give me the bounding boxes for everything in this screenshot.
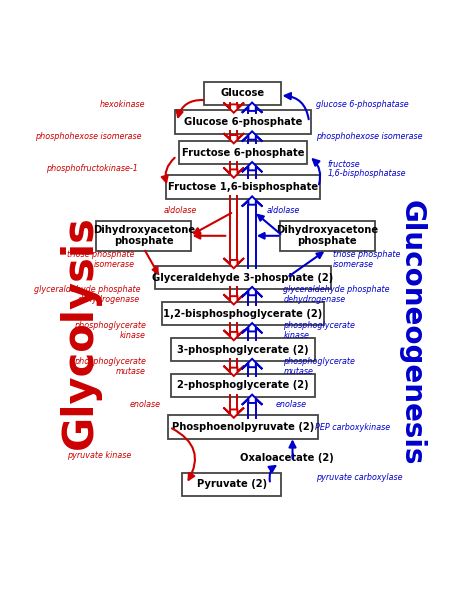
Text: enolase: enolase [276,400,307,409]
FancyBboxPatch shape [280,221,375,251]
Text: aldolase: aldolase [164,206,197,215]
Text: Pyruvate (2): Pyruvate (2) [197,479,267,489]
Text: Oxaloacetate (2): Oxaloacetate (2) [240,453,334,463]
Text: 3-phosphoglycerate (2): 3-phosphoglycerate (2) [177,344,309,355]
Polygon shape [242,323,263,333]
FancyBboxPatch shape [162,302,324,326]
Polygon shape [242,162,263,172]
FancyBboxPatch shape [171,374,315,397]
Text: Dihydroxyacetone
phosphate: Dihydroxyacetone phosphate [93,225,195,247]
FancyArrowPatch shape [289,253,322,276]
Text: triose phosphate
isomerase: triose phosphate isomerase [333,250,401,269]
Text: pyruvate carboxylase: pyruvate carboxylase [316,473,403,482]
Text: Fructose 1,6-bisphosphate: Fructose 1,6-bisphosphate [168,182,318,192]
FancyArrowPatch shape [195,233,226,239]
Text: Dihydroxyacetone
phosphate: Dihydroxyacetone phosphate [276,225,378,247]
FancyBboxPatch shape [182,473,282,496]
Polygon shape [242,287,263,297]
Text: Phosphoenolpyruvate (2): Phosphoenolpyruvate (2) [172,422,314,432]
Polygon shape [242,394,263,405]
Text: phosphofructokinase-1: phosphofructokinase-1 [46,165,138,174]
FancyArrowPatch shape [177,100,203,117]
Text: fructose
1,6-bisphosphatase: fructose 1,6-bisphosphatase [328,160,406,178]
FancyBboxPatch shape [175,110,311,134]
Text: PEP carboxykinase: PEP carboxykinase [315,423,390,432]
Text: 1,2-bisphosphoglycerate (2): 1,2-bisphosphoglycerate (2) [164,309,322,319]
Polygon shape [242,197,263,207]
FancyArrowPatch shape [258,215,281,234]
Polygon shape [223,103,244,113]
FancyArrowPatch shape [194,213,231,233]
FancyBboxPatch shape [155,266,331,289]
Polygon shape [223,168,244,178]
FancyArrowPatch shape [313,159,320,185]
Text: Glycolysis: Glycolysis [58,215,100,449]
FancyArrowPatch shape [172,428,195,480]
Polygon shape [223,408,244,418]
Text: glyceraldehyde phosphate
dehydrogenase: glyceraldehyde phosphate dehydrogenase [34,285,140,304]
Text: pyruvate kinase: pyruvate kinase [67,451,131,460]
FancyArrowPatch shape [290,441,296,459]
Text: Fructose 6-phosphate: Fructose 6-phosphate [182,148,304,158]
FancyBboxPatch shape [96,221,191,251]
Text: Glucose: Glucose [221,88,265,98]
Polygon shape [223,258,244,268]
Polygon shape [223,330,244,340]
Text: phosphoglycerate
kinase: phosphoglycerate kinase [73,321,146,340]
Polygon shape [223,294,244,305]
FancyBboxPatch shape [171,338,315,361]
Text: phosphoglycerate
mutase: phosphoglycerate mutase [73,358,146,376]
Text: Glucose 6-phosphate: Glucose 6-phosphate [184,117,302,127]
Text: phosphohexose isomerase: phosphohexose isomerase [316,132,423,141]
FancyArrowPatch shape [162,158,175,182]
FancyArrowPatch shape [145,251,158,273]
Text: 2-phosphoglycerate (2): 2-phosphoglycerate (2) [177,380,309,390]
FancyBboxPatch shape [166,175,320,198]
FancyArrowPatch shape [259,233,279,239]
Text: glucose 6-phosphatase: glucose 6-phosphatase [316,100,409,109]
Text: phosphoglycerate
mutase: phosphoglycerate mutase [283,358,355,376]
Text: enolase: enolase [129,400,160,409]
FancyArrowPatch shape [269,466,275,481]
Text: aldolase: aldolase [267,206,300,215]
FancyBboxPatch shape [179,141,307,164]
Text: triose phosphate
isomerase: triose phosphate isomerase [67,250,135,269]
Polygon shape [242,103,263,113]
FancyBboxPatch shape [204,81,282,105]
Polygon shape [242,131,263,142]
Text: hexokinase: hexokinase [100,100,146,109]
Text: glyceraldehyde phosphate
dehydrogenase: glyceraldehyde phosphate dehydrogenase [283,285,390,304]
Polygon shape [223,133,244,144]
FancyBboxPatch shape [168,415,318,439]
Polygon shape [223,366,244,376]
Text: Glyceraldehyde 3-phosphate (2): Glyceraldehyde 3-phosphate (2) [152,273,334,283]
Text: Gluconeogenesis: Gluconeogenesis [398,200,426,465]
Text: phosphoglycerate
kinase: phosphoglycerate kinase [283,321,355,340]
Text: phosphohexose isomerase: phosphohexose isomerase [36,132,142,141]
FancyArrowPatch shape [285,93,309,119]
Polygon shape [242,359,263,369]
